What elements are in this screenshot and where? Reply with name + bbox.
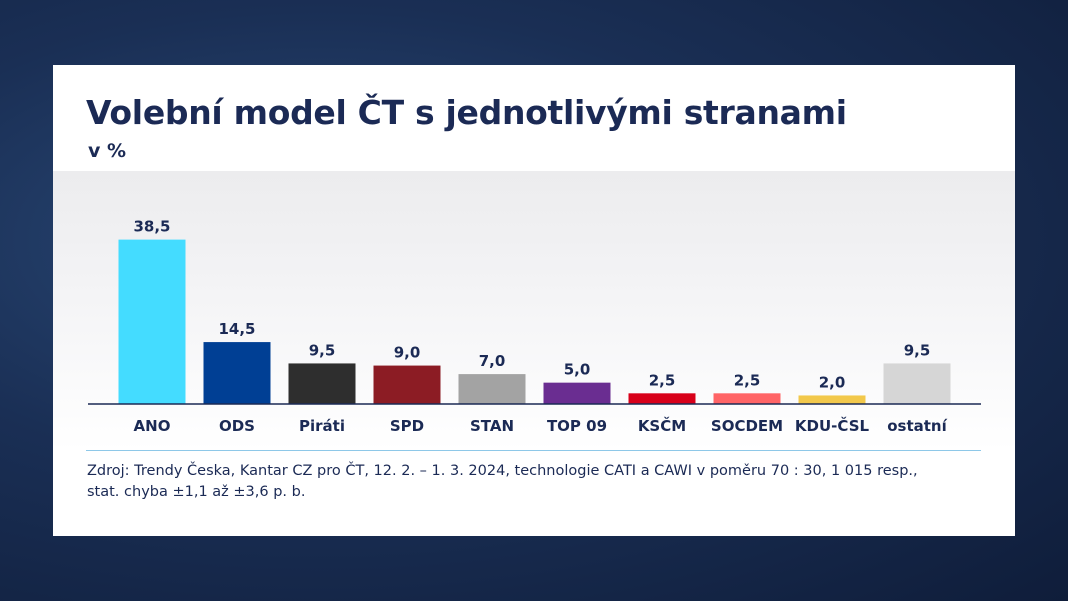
source-line-2: stat. chyba ±1,1 až ±3,6 p. b. <box>87 484 306 500</box>
value-label: 2,0 <box>819 373 846 391</box>
value-label: 9,5 <box>904 341 931 359</box>
value-label: 5,0 <box>564 361 591 379</box>
bar-ksčm <box>628 393 696 404</box>
category-label: STAN <box>470 417 514 435</box>
chart-title: Volební model ČT s jednotlivými stranami <box>86 93 847 132</box>
value-label: 38,5 <box>133 218 170 236</box>
bar-chart: 38,5 14,5 9,5 9,0 7,0 5,0 2,5 2,5 2,0 9,5 ANO ODS P… <box>88 218 981 435</box>
category-label: SPD <box>390 417 424 435</box>
value-label: 2,5 <box>734 371 761 389</box>
bar-spd <box>373 365 441 404</box>
bar-top-09 <box>543 382 611 404</box>
value-label: 9,5 <box>309 341 336 359</box>
source-note: Zdroj: Trendy Česka, Kantar CZ pro ČT, 1… <box>87 461 987 503</box>
bar-ostatní <box>883 363 951 404</box>
bar-stan <box>458 374 526 404</box>
chart-subtitle: v % <box>88 140 127 162</box>
chart-card: Volební model ČT s jednotlivými stranami… <box>53 65 1015 536</box>
bar-kdu-čsl <box>798 395 866 404</box>
bar-ano <box>118 239 186 404</box>
bar-socdem <box>713 393 781 404</box>
category-label: ANO <box>134 417 171 435</box>
category-label: TOP 09 <box>547 417 607 435</box>
bar-ods <box>203 342 271 404</box>
category-label: SOCDEM <box>711 417 783 435</box>
category-label: ODS <box>219 417 255 435</box>
bar-piráti <box>288 363 356 404</box>
source-line-1: Zdroj: Trendy Česka, Kantar CZ pro ČT, 1… <box>87 463 918 479</box>
category-label: Piráti <box>299 417 345 435</box>
chart-header: Volební model ČT s jednotlivými stranami… <box>53 65 1015 171</box>
value-label: 9,0 <box>394 344 421 362</box>
value-label: 7,0 <box>479 352 506 370</box>
category-label: KDU-ČSL <box>795 416 870 435</box>
category-label: ostatní <box>887 417 947 435</box>
value-label: 2,5 <box>649 371 676 389</box>
source-divider <box>86 450 981 451</box>
category-label: KSČM <box>638 416 686 435</box>
value-label: 14,5 <box>218 320 255 338</box>
